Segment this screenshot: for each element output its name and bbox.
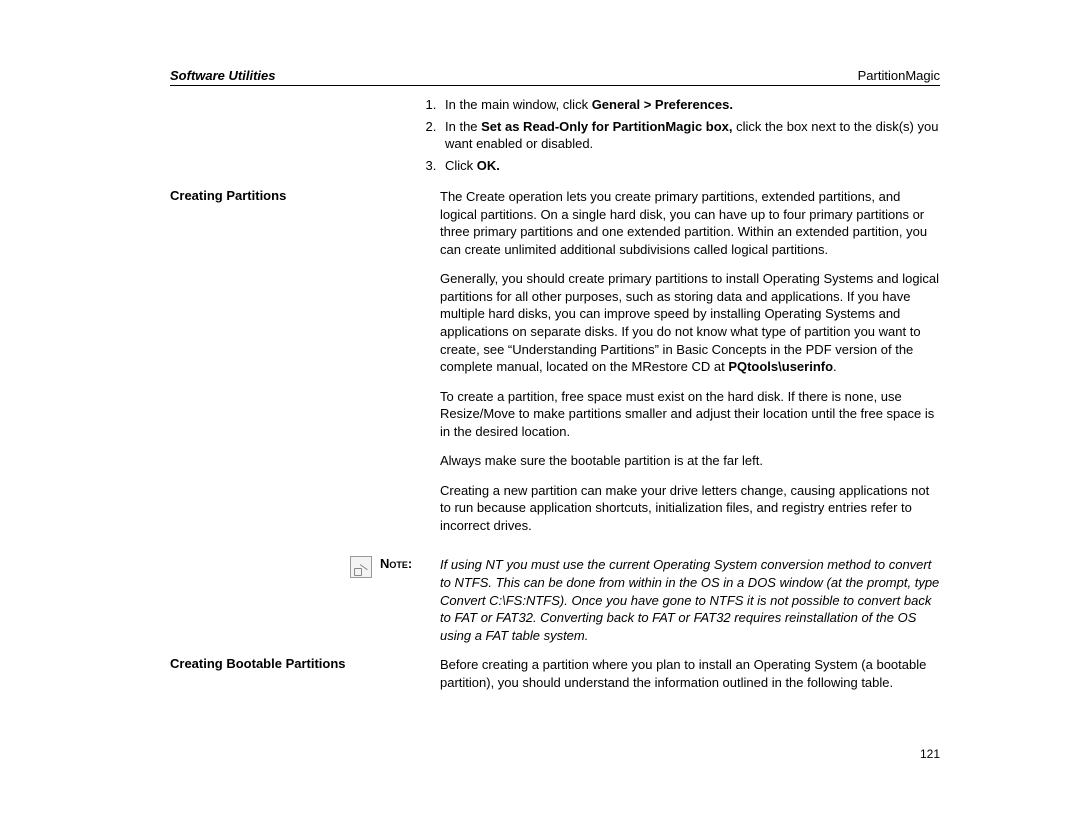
paragraph: Creating a new partition can make your d… (440, 482, 940, 535)
step-bold: OK. (477, 158, 500, 173)
section-heading: Creating Partitions (170, 188, 440, 546)
step-item: Click OK. (440, 157, 940, 175)
paragraph-text: . (833, 359, 837, 374)
paragraph: To create a partition, free space must e… (440, 388, 940, 441)
note-label: Note: (380, 556, 440, 644)
paragraph: Generally, you should create primary par… (440, 270, 940, 375)
header-product-name: PartitionMagic (858, 68, 940, 83)
step-item: In the main window, click General > Pref… (440, 96, 940, 114)
note-text: If using NT you must use the current Ope… (440, 556, 940, 644)
section-heading: Creating Bootable Partitions (170, 656, 440, 703)
step-text: Click (445, 158, 477, 173)
step-text: In the (445, 119, 481, 134)
document-page: Software Utilities PartitionMagic In the… (170, 68, 940, 703)
section-body: Before creating a partition where you pl… (440, 656, 940, 703)
header-section-title: Software Utilities (170, 68, 275, 83)
note-block: Note: If using NT you must use the curre… (170, 556, 940, 644)
paragraph: Before creating a partition where you pl… (440, 656, 940, 691)
section-creating-partitions: Creating Partitions The Create operation… (170, 188, 940, 546)
running-header: Software Utilities PartitionMagic (170, 68, 940, 86)
section-creating-bootable-partitions: Creating Bootable Partitions Before crea… (170, 656, 940, 703)
steps-list: In the main window, click General > Pref… (440, 96, 940, 174)
section-body: The Create operation lets you create pri… (440, 188, 940, 546)
page-number: 121 (920, 747, 940, 761)
step-text: In the main window, click (445, 97, 592, 112)
step-item: In the Set as Read-Only for PartitionMag… (440, 118, 940, 153)
note-icon-column (170, 556, 380, 644)
paragraph-text: Generally, you should create primary par… (440, 271, 939, 374)
step-bold: Set as Read-Only for PartitionMagic box, (481, 119, 732, 134)
step-bold: General > Preferences. (592, 97, 733, 112)
paragraph: Always make sure the bootable partition … (440, 452, 940, 470)
note-icon (350, 556, 372, 578)
paragraph: The Create operation lets you create pri… (440, 188, 940, 258)
paragraph-bold: PQtools\userinfo (728, 359, 833, 374)
